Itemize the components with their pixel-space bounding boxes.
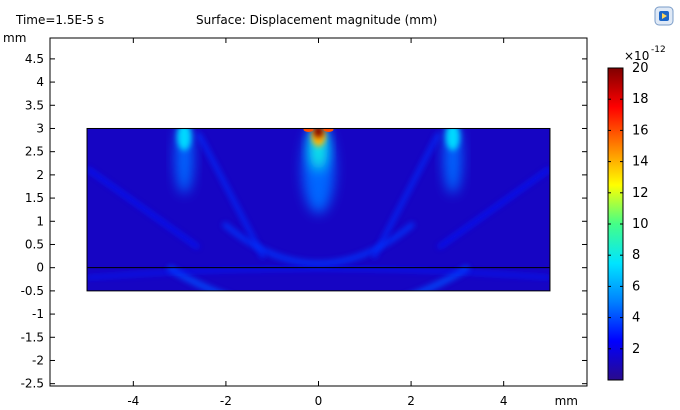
domain-outline xyxy=(86,127,551,292)
source-hotspot xyxy=(313,128,324,138)
interface-reflection xyxy=(87,267,550,280)
shear-wave-band xyxy=(371,132,441,259)
y-tick-label: 0.5 xyxy=(25,237,44,251)
shear-wave-band xyxy=(196,132,266,259)
source-lobe xyxy=(303,128,314,132)
x-tick-label: -4 xyxy=(127,394,139,408)
y-tick-label: 4.5 xyxy=(25,52,44,66)
y-tick-label: 2 xyxy=(36,168,44,182)
source-lobe xyxy=(323,128,334,132)
colorbar-tick-label: 12 xyxy=(632,186,649,201)
colorbar-tick-label: 8 xyxy=(632,248,640,263)
x-tick-label: 0 xyxy=(315,394,323,408)
y-tick-label: -2.5 xyxy=(21,377,44,391)
colorbar-tick-label: 4 xyxy=(632,311,640,326)
x-axis-label: mm xyxy=(555,394,578,408)
shear-wave-band xyxy=(437,166,550,250)
x-tick-label: 4 xyxy=(500,394,508,408)
wavefront-arc xyxy=(166,265,471,291)
surface-wave-hotspot xyxy=(445,128,460,151)
export-image-icon[interactable] xyxy=(654,6,674,26)
y-tick-label: 2.5 xyxy=(25,145,44,159)
shear-wave-band xyxy=(87,166,200,250)
plot-title: Surface: Displacement magnitude (mm) xyxy=(196,13,438,27)
y-tick-label: 0 xyxy=(36,261,44,275)
colorbar-tick-label: 14 xyxy=(632,155,649,170)
y-tick-label: -1 xyxy=(32,307,44,321)
x-tick-label: 2 xyxy=(407,394,415,408)
y-tick-label: -0.5 xyxy=(21,284,44,298)
x-tick-label: -2 xyxy=(220,394,232,408)
y-tick-label: 3.5 xyxy=(25,98,44,112)
y-tick-label: 1 xyxy=(36,214,44,228)
colorbar-tick-label: 10 xyxy=(632,217,649,232)
colorbar-tick-label: 18 xyxy=(632,92,649,107)
colorbar-tick-label: 20 xyxy=(632,61,649,76)
time-label: Time=1.5E-5 s xyxy=(16,13,105,27)
colorbar-exponent: -12 xyxy=(651,45,666,55)
wavefront-arc xyxy=(221,221,416,266)
y-tick-label: 4 xyxy=(36,75,44,89)
y-axis-label: mm xyxy=(3,31,26,45)
y-tick-label: 3 xyxy=(36,121,44,135)
y-tick-label: -1.5 xyxy=(21,330,44,344)
colorbar-tick-label: 6 xyxy=(632,279,640,294)
colorbar-multiplier: ×10 xyxy=(624,49,649,63)
y-tick-label: 1.5 xyxy=(25,191,44,205)
colorbar-tick-label: 16 xyxy=(632,123,649,138)
surface-wave-hotspot xyxy=(177,128,192,151)
colorbar-tick-label: 2 xyxy=(632,342,640,357)
y-tick-label: -2 xyxy=(32,353,44,367)
